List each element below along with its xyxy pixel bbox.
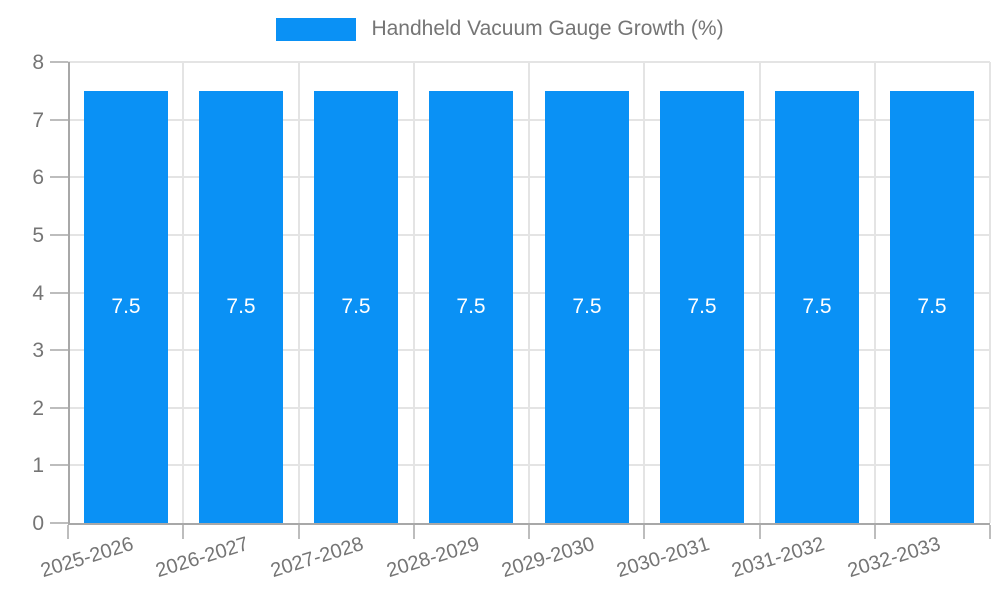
bar-value-label: 7.5 bbox=[226, 294, 256, 318]
v-gridline bbox=[873, 62, 876, 523]
y-tick-label: 1 bbox=[32, 454, 44, 478]
bar: 7.5 bbox=[429, 90, 513, 523]
bar: 7.5 bbox=[660, 90, 744, 523]
v-gridline bbox=[412, 62, 415, 523]
x-tick-label: 2028-2029 bbox=[383, 533, 482, 583]
v-gridline bbox=[297, 62, 300, 523]
v-gridline bbox=[182, 62, 185, 523]
x-tick bbox=[643, 525, 646, 539]
v-gridline bbox=[528, 62, 530, 523]
x-tick-label: 2027-2028 bbox=[268, 533, 367, 583]
legend-swatch bbox=[276, 17, 357, 41]
y-tick bbox=[50, 233, 68, 236]
x-tick bbox=[528, 525, 530, 539]
y-tick bbox=[50, 406, 68, 409]
bar: 7.5 bbox=[890, 90, 974, 523]
v-gridline bbox=[758, 62, 761, 523]
x-tick-label: 2026-2027 bbox=[153, 533, 252, 583]
x-axis-line bbox=[68, 523, 990, 525]
y-tick-label: 5 bbox=[32, 223, 44, 247]
y-tick-label: 4 bbox=[32, 281, 44, 305]
bar-value-label: 7.5 bbox=[687, 294, 717, 318]
y-tick bbox=[50, 349, 68, 352]
legend-label: Handheld Vacuum Gauge Growth (%) bbox=[371, 17, 724, 40]
bar: 7.5 bbox=[199, 90, 283, 523]
bar: 7.5 bbox=[545, 90, 629, 523]
y-tick-label: 8 bbox=[32, 51, 44, 74]
x-tick-label: 2030-2031 bbox=[614, 533, 713, 583]
x-tick bbox=[989, 525, 991, 539]
y-axis-line bbox=[68, 62, 70, 525]
y-tick bbox=[50, 118, 68, 121]
y-tick-label: 7 bbox=[32, 108, 44, 132]
x-tick-label: 2025-2026 bbox=[38, 533, 137, 583]
x-tick-label: 2032-2033 bbox=[844, 533, 943, 583]
x-tick bbox=[758, 525, 761, 539]
bar-value-label: 7.5 bbox=[917, 294, 947, 318]
v-gridline bbox=[643, 62, 646, 523]
x-tick bbox=[412, 525, 415, 539]
y-tick-label: 3 bbox=[32, 339, 44, 363]
v-gridline bbox=[989, 62, 991, 523]
bar: 7.5 bbox=[84, 90, 168, 523]
y-tick-label: 6 bbox=[32, 166, 44, 190]
x-tick bbox=[182, 525, 185, 539]
x-tick bbox=[297, 525, 300, 539]
bar-value-label: 7.5 bbox=[572, 294, 602, 318]
bar-value-label: 7.5 bbox=[802, 294, 832, 318]
y-tick bbox=[50, 464, 68, 467]
y-tick bbox=[50, 291, 68, 294]
y-tick-label: 2 bbox=[32, 396, 44, 420]
y-tick bbox=[50, 61, 68, 63]
x-tick-label: 2029-2030 bbox=[499, 533, 598, 583]
bar-value-label: 7.5 bbox=[341, 294, 371, 318]
bar: 7.5 bbox=[775, 90, 859, 523]
legend: Handheld Vacuum Gauge Growth (%) bbox=[0, 17, 1000, 41]
x-tick-label: 2031-2032 bbox=[729, 533, 828, 583]
bar: 7.5 bbox=[314, 90, 398, 523]
x-tick bbox=[67, 525, 69, 539]
bar-value-label: 7.5 bbox=[456, 294, 486, 318]
y-tick bbox=[50, 522, 68, 524]
bar-value-label: 7.5 bbox=[111, 294, 141, 318]
y-tick bbox=[50, 176, 68, 179]
x-tick bbox=[873, 525, 876, 539]
y-tick-label: 0 bbox=[32, 512, 44, 535]
